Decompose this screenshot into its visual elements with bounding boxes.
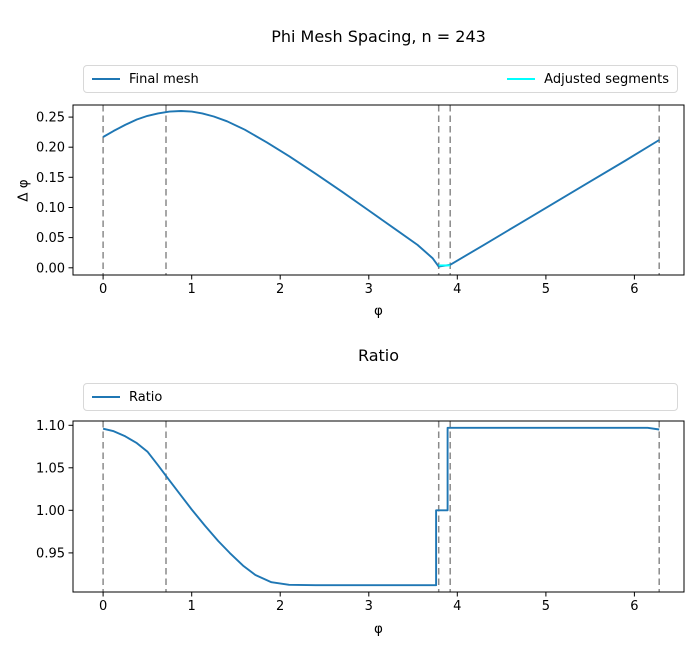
x-tick-label: 2 xyxy=(276,282,284,297)
plot0-y-axis-label: Δ φ xyxy=(15,179,32,202)
series-line-final-mesh xyxy=(102,110,660,268)
plot0-title: Phi Mesh Spacing, n = 243 xyxy=(271,27,486,46)
x-tick-label: 3 xyxy=(365,282,373,297)
legend-entry-ratio: Ratio xyxy=(92,390,162,405)
x-tick-label: 2 xyxy=(276,599,284,614)
x-tick-label: 1 xyxy=(188,599,196,614)
x-tick-label: 0 xyxy=(99,599,107,614)
final-mesh-line-swatch xyxy=(92,78,120,80)
y-tick-label: 1.05 xyxy=(36,461,65,476)
x-tick-label: 6 xyxy=(630,599,638,614)
plot1-x-axis-label: φ xyxy=(374,621,383,637)
legend-entry-final-mesh: Final mesh xyxy=(92,72,199,87)
x-tick-label: 4 xyxy=(453,282,461,297)
y-tick-label: 0.95 xyxy=(36,546,65,561)
legend-label-final-mesh: Final mesh xyxy=(129,71,199,87)
y-tick-label: 1.10 xyxy=(36,419,65,434)
x-tick-label: 6 xyxy=(630,282,638,297)
y-tick-label: 1.00 xyxy=(36,504,65,519)
plot0-legend: Final mesh Adjusted segments xyxy=(83,65,678,93)
y-tick-label: 0.05 xyxy=(36,231,65,246)
axes-frame xyxy=(72,104,685,276)
y-tick-label: 0.20 xyxy=(36,141,65,156)
x-tick-label: 3 xyxy=(365,599,373,614)
legend-label-ratio: Ratio xyxy=(129,389,163,405)
y-tick-label: 0.25 xyxy=(36,111,65,126)
ratio-line-swatch xyxy=(92,396,120,398)
x-tick-label: 5 xyxy=(542,599,550,614)
axes-1: 0 1 2 3 4 5 6 0.95 1.00 1.05 1.10 xyxy=(36,419,685,614)
y-tick-label: 0.00 xyxy=(36,261,65,276)
y-tick-label: 0.10 xyxy=(36,201,65,216)
x-tick-label: 0 xyxy=(99,282,107,297)
series-line-ratio xyxy=(102,426,660,587)
legend-label-adjusted-segments: Adjusted segments xyxy=(544,71,669,87)
x-tick-label: 1 xyxy=(188,282,196,297)
x-tick-label: 4 xyxy=(453,599,461,614)
plot0-x-axis-label: φ xyxy=(374,303,383,319)
plot1-legend: Ratio xyxy=(83,383,678,411)
y-tick-label: 0.15 xyxy=(36,171,65,186)
x-tick-label: 5 xyxy=(542,282,550,297)
adjusted-segments-line-swatch xyxy=(507,78,536,80)
axes-frame xyxy=(72,420,685,593)
axes-0: 0 1 2 3 4 5 6 0.00 0.05 0.10 0.15 0.20 0.25 xyxy=(36,104,685,297)
legend-entry-adjusted-segments: Adjusted segments xyxy=(507,72,669,87)
plot1-title: Ratio xyxy=(357,346,400,365)
